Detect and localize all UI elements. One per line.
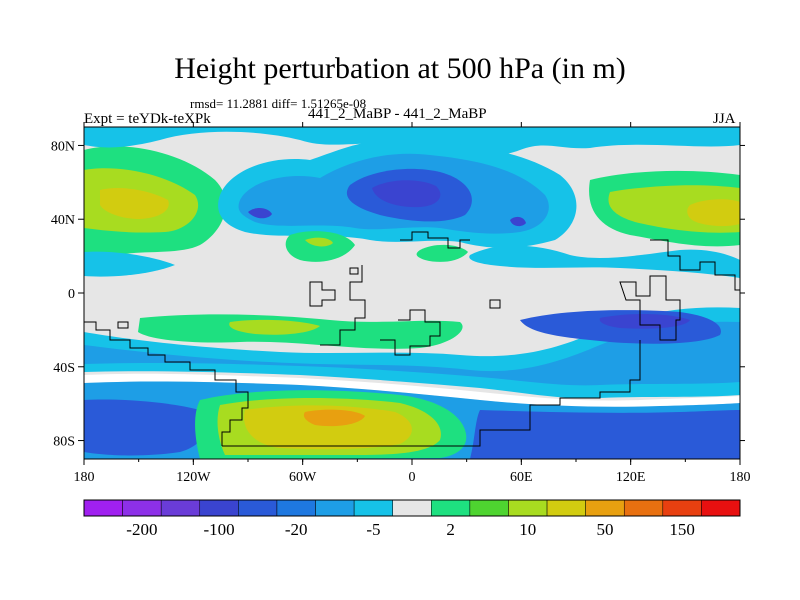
contour-negative-south-band-core: [599, 314, 690, 329]
contour-negative-far-south-east: [470, 410, 740, 459]
contour-negative-south-band-mid: [84, 321, 740, 386]
coastline-australia: [650, 239, 740, 291]
colorbar-label: -200: [126, 520, 157, 539]
contour-negative-north-central-core: [372, 180, 441, 208]
y-tick-label: 80S: [53, 435, 75, 450]
coastline-island-small: [349, 267, 359, 275]
subtitle-label: 441_2_MaBP - 441_2_MaBP: [308, 106, 487, 122]
colorbar: [83, 499, 741, 517]
contour-negative-west-core: [248, 208, 272, 219]
contour-negative-far-south-inner: [84, 399, 208, 456]
colorbar-label: 150: [669, 520, 695, 539]
y-tick-label: 40S: [53, 361, 75, 376]
x-axis: 180 120W 60W 0 60E 120E 180: [74, 122, 751, 485]
colorbar-swatch: [431, 499, 471, 517]
x-tick-label: 0: [409, 470, 416, 485]
x-tick-label: 60W: [289, 470, 317, 485]
colorbar-frame: [83, 499, 741, 517]
contour-negative-east-core: [510, 216, 526, 227]
colorbar-swatch: [546, 499, 586, 517]
y-axis: 80N 40N 0 40S 80S: [51, 139, 745, 450]
contour-negative-tropic-east: [469, 245, 740, 278]
colorbar-swatch: [585, 499, 625, 517]
coastlines: [84, 231, 740, 447]
page-title: Height perturbation at 500 hPa (in m): [174, 52, 626, 85]
coastline-island: [489, 299, 501, 309]
colorbar-label: 50: [596, 520, 613, 539]
colorbar-swatch: [315, 499, 355, 517]
contour-field: [84, 127, 740, 459]
coastline-americas-south: [84, 321, 249, 446]
x-tick-label: 180: [730, 470, 751, 485]
contour-negative-tropic-west: [84, 251, 175, 277]
coastline-africa: [320, 265, 366, 346]
coastline-asia-small: [309, 281, 336, 307]
y-tick-label: 80N: [51, 139, 75, 154]
season-label: JJA: [713, 111, 736, 127]
colorbar-swatch: [160, 499, 201, 517]
x-tick-label: 120E: [616, 470, 646, 485]
colorbar-swatch: [392, 499, 432, 517]
coastline-south-america-east: [222, 340, 641, 447]
x-tick-label: 120W: [176, 470, 211, 485]
contour-positive-subtropic-west: [285, 231, 355, 262]
colorbar-swatch: [662, 499, 702, 517]
colorbar-label: -20: [285, 520, 308, 539]
coastline-asia-east: [619, 275, 681, 341]
colorbar-label: -5: [366, 520, 380, 539]
coastline-island-south: [117, 321, 129, 329]
colorbar-swatch: [199, 499, 239, 517]
x-tick-label: 180: [74, 470, 95, 485]
colorbar-swatch: [508, 499, 548, 517]
colorbar-label: 2: [446, 520, 455, 539]
coastline-africa-west: [380, 309, 441, 356]
y-tick-label: 40N: [51, 213, 75, 228]
colorbar-swatch: [353, 499, 393, 517]
colorbar-label: 10: [519, 520, 536, 539]
x-tick-label: 60E: [510, 470, 533, 485]
contour-neutral-ribbon: [84, 373, 740, 408]
contour-positive-north-east-core: [687, 199, 740, 227]
colorbar-swatch: [83, 499, 123, 517]
colorbar-swatch: [238, 499, 278, 517]
colorbar-swatch: [122, 499, 162, 517]
contour-positive-north-west-core: [100, 188, 169, 219]
contour-positive-subtropic-west-core: [305, 237, 333, 247]
contour-positive-central-small: [416, 244, 468, 262]
experiment-label: Expt = teYDk-teXPk: [84, 111, 211, 127]
colorbar-swatch: [623, 499, 664, 517]
colorbar-swatch: [469, 499, 509, 517]
colorbar-swatch: [276, 499, 316, 517]
contour-positive-south-pacific-inner: [244, 405, 412, 450]
contour-positive-south-pacific-core: [303, 409, 365, 427]
stats-label: rmsd= 11.2881 diff= 1.51265e-08: [190, 96, 367, 111]
colorbar-labels: -200 -100 -20 -5 2 10 50 150: [126, 520, 695, 539]
contour-positive-south-tropic-core: [229, 319, 320, 335]
coastline-europe: [400, 231, 470, 249]
colorbar-swatch: [701, 499, 741, 517]
y-tick-label: 0: [68, 287, 75, 302]
colorbar-label: -100: [203, 520, 234, 539]
